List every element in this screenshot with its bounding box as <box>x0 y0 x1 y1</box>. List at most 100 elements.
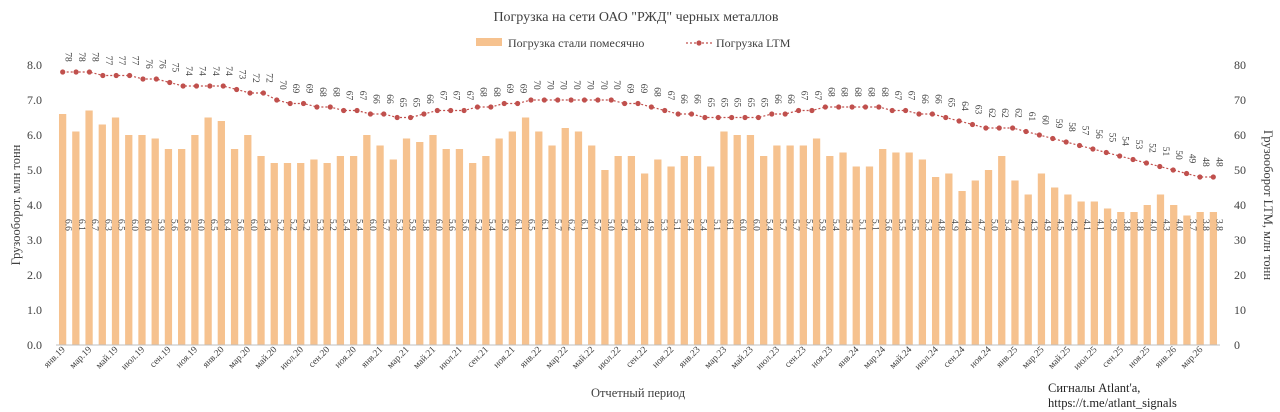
ltm-point <box>1197 174 1203 180</box>
ltm-point <box>742 114 748 121</box>
ltm-value-label: 65 <box>745 98 755 108</box>
ltm-point <box>287 100 293 107</box>
ltm-point <box>555 97 561 103</box>
bar <box>1011 180 1019 345</box>
ltm-value-label: 66 <box>678 94 688 104</box>
ltm-point <box>73 69 79 75</box>
bar-value-label: 5.2 <box>327 219 337 231</box>
x-axis-tick: ноя.20 <box>333 345 359 371</box>
bar-value-label: 5.8 <box>420 219 430 231</box>
bar <box>283 163 292 345</box>
ltm-value-label: 75 <box>170 63 180 73</box>
ltm-point <box>274 97 280 103</box>
ltm-point <box>755 114 762 121</box>
ltm-value-label: 68 <box>865 87 875 97</box>
ltm-value-label: 65 <box>411 98 421 108</box>
ltm-point <box>354 107 360 114</box>
ltm-value-label: 69 <box>504 84 514 94</box>
bar <box>469 163 477 345</box>
ltm-point <box>996 125 1002 131</box>
ltm-value-label: 65 <box>732 98 742 108</box>
ltm-value-label: 69 <box>518 84 528 94</box>
bar-value-label: 3.8 <box>1213 219 1223 231</box>
legend-line-label: Погрузка LTM <box>716 36 791 50</box>
ltm-value-label: 66 <box>772 94 782 104</box>
bar <box>693 156 702 345</box>
bar <box>482 156 490 345</box>
bar-value-label: 5.4 <box>698 219 708 231</box>
x-axis-tick: янв.20 <box>201 345 227 371</box>
bar-value-label: 6.5 <box>116 219 126 231</box>
ltm-value-label: 70 <box>598 80 608 90</box>
ltm-point <box>60 69 66 75</box>
ltm-point <box>1183 170 1190 177</box>
ltm-value-label: 68 <box>491 87 501 97</box>
bar <box>998 156 1006 345</box>
ltm-value-label: 73 <box>237 70 247 80</box>
bar-value-label: 5.5 <box>843 219 853 231</box>
ltm-point <box>1117 153 1123 159</box>
x-axis: янв.19 мар.19 май.19 июл.19 сен.19 ноя.19 янв.… <box>42 344 1220 372</box>
bar <box>1037 173 1046 345</box>
ltm-value-label: 62 <box>986 108 996 118</box>
bar <box>297 163 305 345</box>
left-axis-tick: 6.0 <box>27 128 42 142</box>
bar-value-label: 5.4 <box>830 219 840 231</box>
bar <box>826 156 834 345</box>
bar-value-label: 5.2 <box>287 219 297 231</box>
ltm-point <box>648 104 654 110</box>
bar-value-label: 5.1 <box>671 219 681 231</box>
ltm-point <box>729 114 735 121</box>
ltm-point <box>367 111 374 117</box>
bar-value-label: 5.9 <box>817 219 827 231</box>
ltm-value-label: 69 <box>638 84 648 94</box>
bar <box>1196 212 1204 345</box>
bar-value-label: 5.7 <box>790 219 800 231</box>
ltm-point <box>234 86 240 93</box>
bar-value-label: 5.3 <box>314 219 324 231</box>
bar-value-label: 6.2 <box>565 219 575 231</box>
x-axis-tick: июл.19 <box>120 345 147 372</box>
bar <box>204 117 212 345</box>
x-axis-tick: июл.23 <box>755 345 782 372</box>
credit-line-2: https://t.me/atlant_signals <box>1048 396 1177 410</box>
x-axis-tick: сен.22 <box>625 345 650 370</box>
bar <box>1209 212 1218 345</box>
bar <box>178 149 186 345</box>
bar <box>1103 208 1112 345</box>
x-axis-title: Отчетный период <box>591 386 686 400</box>
x-axis-tick: мар.24 <box>862 345 888 371</box>
bar-value-label: 6.1 <box>578 219 588 231</box>
ltm-value-label: 68 <box>852 87 862 97</box>
x-axis-tick: ноя.21 <box>492 345 518 371</box>
legend-bar-label: Погрузка стали помесячно <box>508 36 644 50</box>
left-axis-tick: 1.0 <box>27 303 42 317</box>
bar <box>257 156 265 345</box>
bar-value-label: 6.0 <box>195 219 205 231</box>
bar-value-label: 4.3 <box>1160 219 1170 231</box>
ltm-point <box>568 97 574 103</box>
ltm-value-label: 66 <box>919 94 929 104</box>
bar-value-label: 5.1 <box>856 219 866 231</box>
left-axis-title: Грузооборот, млн тонн <box>9 144 23 265</box>
bar-value-label: 5.2 <box>473 219 483 231</box>
bar <box>786 145 794 345</box>
bar <box>244 135 252 345</box>
bar-value-label: 5.7 <box>777 219 787 231</box>
bar-value-label: 5.7 <box>592 219 602 231</box>
bar <box>1143 205 1151 345</box>
ltm-value-label: 78 <box>63 52 73 62</box>
bar <box>601 170 609 345</box>
ltm-point <box>1130 156 1136 163</box>
ltm-value-label: 72 <box>263 73 273 83</box>
right-axis-title: Грузооборот LTM, млн тонн <box>1261 130 1275 280</box>
bar-value-label: 3.9 <box>1108 219 1118 231</box>
ltm-value-label: 74 <box>210 66 220 76</box>
legend-bar-swatch <box>476 38 502 46</box>
credit-line-1: Сигналы Atlant'a, <box>1048 381 1140 395</box>
bar-value-label: 6.0 <box>750 219 760 231</box>
ltm-point <box>675 111 681 117</box>
ltm-point <box>983 125 989 131</box>
